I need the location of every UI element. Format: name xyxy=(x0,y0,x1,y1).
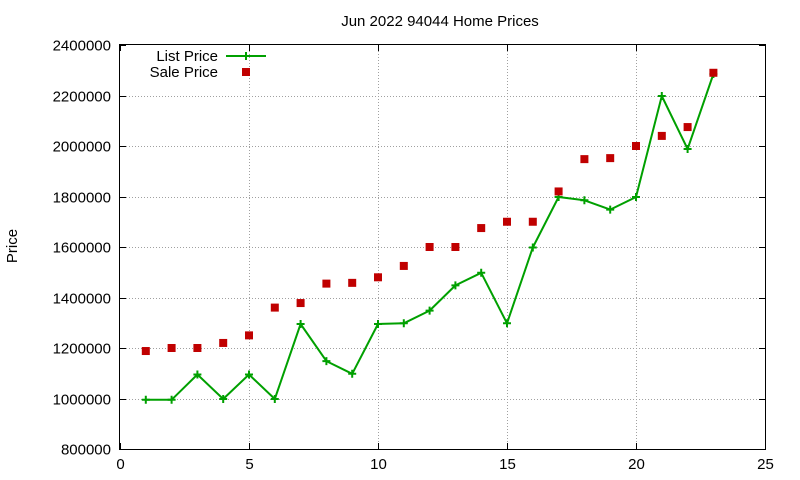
series-line-list-price xyxy=(145,73,715,401)
data-point-sale-price xyxy=(528,217,537,226)
data-point-list-price xyxy=(374,320,382,329)
data-point-sale-price xyxy=(141,347,150,356)
x-tick-label: 25 xyxy=(757,456,774,473)
data-point-list-price xyxy=(167,395,176,404)
data-point-list-price xyxy=(683,145,692,154)
y-tick-label: 1600000 xyxy=(53,240,111,257)
y-tick-label: 1400000 xyxy=(53,291,111,308)
data-point-sale-price xyxy=(245,331,253,340)
x-tick-label: 15 xyxy=(499,456,516,473)
plot-area-border xyxy=(119,44,766,450)
series-layer xyxy=(141,68,718,404)
x-tick-label: 20 xyxy=(628,456,645,473)
data-point-sale-price xyxy=(167,344,176,352)
data-point-sale-price xyxy=(322,279,331,288)
y-tick-label: 2200000 xyxy=(53,89,111,106)
y-tick-label: 1200000 xyxy=(53,341,111,358)
data-point-list-price xyxy=(657,92,666,101)
legend-swatch-marker xyxy=(242,68,250,76)
data-point-sale-price xyxy=(709,68,718,77)
data-point-sale-price xyxy=(193,344,202,352)
data-point-sale-price xyxy=(657,131,666,140)
data-point-sale-price xyxy=(554,187,563,196)
data-point-list-price xyxy=(296,320,305,329)
data-point-list-price xyxy=(503,319,511,328)
grid xyxy=(120,45,765,449)
data-point-sale-price xyxy=(399,261,408,270)
y-tick-label: 1800000 xyxy=(53,190,111,207)
legend-label: Sale Price xyxy=(150,64,218,81)
data-point-list-price xyxy=(348,369,357,378)
data-point-list-price xyxy=(322,357,331,366)
data-point-sale-price xyxy=(451,243,460,251)
series-sale-price xyxy=(141,68,718,356)
x-tick-label: 10 xyxy=(370,456,387,473)
data-point-list-price xyxy=(193,370,202,379)
chart-title: Jun 2022 94044 Home Prices xyxy=(341,13,539,30)
data-point-sale-price xyxy=(683,123,692,132)
data-point-sale-price xyxy=(425,243,434,251)
data-point-sale-price xyxy=(503,217,511,226)
data-point-list-price xyxy=(451,281,460,290)
data-point-list-price xyxy=(477,268,486,277)
data-point-list-price xyxy=(580,196,589,205)
x-tick-label: 0 xyxy=(116,456,124,473)
y-tick-label: 2400000 xyxy=(53,38,111,55)
legend-swatch-marker xyxy=(242,52,250,60)
data-point-list-price xyxy=(245,370,253,379)
y-tick-label: 1000000 xyxy=(53,392,111,409)
legend-label: List Price xyxy=(156,48,218,65)
data-point-list-price xyxy=(425,306,434,315)
axis-ticks: 0 5 10 15 20 25 800000 1000000 1200000 1400000 160… xyxy=(53,38,774,474)
y-tick-label: 800000 xyxy=(61,442,111,459)
data-point-list-price xyxy=(399,319,408,328)
data-point-sale-price xyxy=(374,273,382,282)
data-point-sale-price xyxy=(606,154,615,163)
data-point-list-price xyxy=(141,395,150,404)
data-point-sale-price xyxy=(632,142,640,150)
series-list-price xyxy=(141,70,718,404)
data-point-sale-price xyxy=(270,303,279,312)
data-point-sale-price xyxy=(296,299,305,308)
data-point-list-price xyxy=(219,395,228,404)
data-point-list-price xyxy=(606,205,615,214)
data-point-list-price xyxy=(528,243,537,252)
data-point-list-price xyxy=(632,193,640,202)
data-point-sale-price xyxy=(348,278,357,287)
y-tick-label: 2000000 xyxy=(53,139,111,156)
data-point-sale-price xyxy=(580,155,589,164)
x-tick-label: 5 xyxy=(245,456,253,473)
y-axis-label: Price xyxy=(4,229,21,263)
data-point-list-price xyxy=(270,395,279,404)
data-point-sale-price xyxy=(219,338,228,347)
data-point-sale-price xyxy=(477,224,486,233)
